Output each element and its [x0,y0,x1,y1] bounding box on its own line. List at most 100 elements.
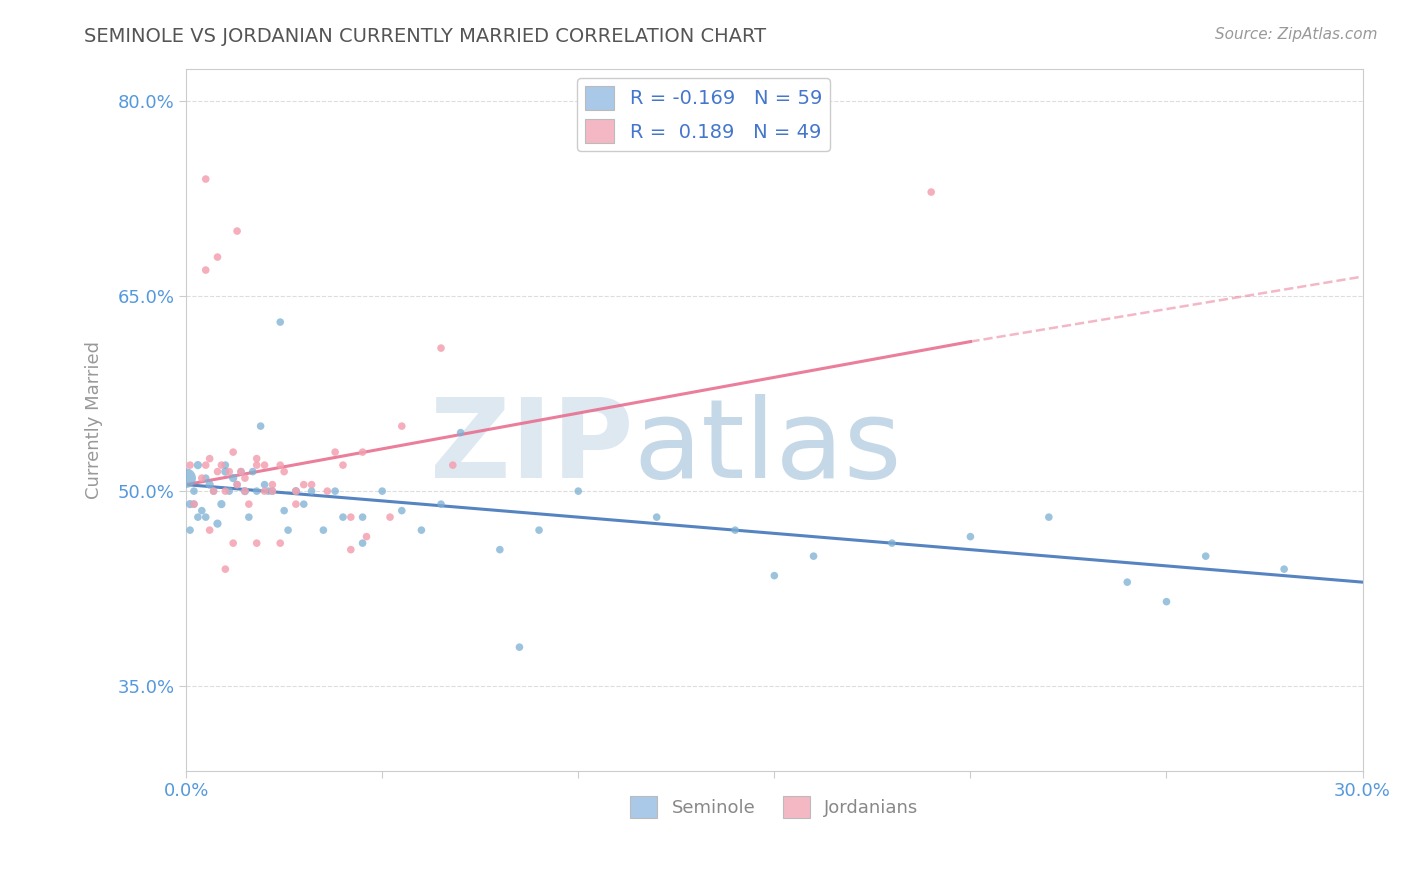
Point [340,510,363,524]
Point [194,263,217,277]
Point [226,224,249,238]
Point [352,536,374,550]
Point [332,458,354,472]
Point [233,471,256,485]
Point [527,523,550,537]
Point [269,458,291,472]
Point [187,458,209,472]
Text: atlas: atlas [633,394,901,501]
Point [214,458,236,472]
Point [352,445,374,459]
Point [1116,575,1139,590]
Point [489,542,512,557]
Point [198,451,221,466]
Point [198,523,221,537]
Point [262,484,284,499]
Point [226,477,249,491]
Point [194,172,217,186]
Point [803,549,825,563]
Point [292,497,315,511]
Point [222,536,245,550]
Point [352,510,374,524]
Point [332,510,354,524]
Point [214,562,236,576]
Point [179,523,201,537]
Point [1156,594,1178,608]
Point [450,425,472,440]
Point [249,419,271,434]
Point [246,484,269,499]
Point [312,523,335,537]
Point [209,458,232,472]
Legend: Seminole, Jordanians: Seminole, Jordanians [623,789,925,825]
Point [233,484,256,499]
Point [378,510,401,524]
Point [1272,562,1295,576]
Point [183,497,205,511]
Point [391,503,413,517]
Point [233,484,256,499]
Point [273,465,295,479]
Point [567,484,589,499]
Point [724,523,747,537]
Point [920,185,942,199]
Point [214,465,236,479]
Point [209,497,232,511]
Text: SEMINOLE VS JORDANIAN CURRENTLY MARRIED CORRELATION CHART: SEMINOLE VS JORDANIAN CURRENTLY MARRIED … [84,27,766,45]
Point [202,484,225,499]
Point [246,536,269,550]
Point [187,510,209,524]
Point [202,484,225,499]
Point [284,497,307,511]
Point [1195,549,1218,563]
Point [194,471,217,485]
Point [214,484,236,499]
Point [371,484,394,499]
Point [391,419,413,434]
Point [292,477,315,491]
Point [430,497,453,511]
Point [441,458,464,472]
Point [198,477,221,491]
Point [273,503,295,517]
Point [262,484,284,499]
Point [411,523,433,537]
Point [207,250,229,264]
Point [284,484,307,499]
Point [218,465,240,479]
Point [183,497,205,511]
Point [1038,510,1060,524]
Point [269,536,291,550]
Point [508,640,530,655]
Y-axis label: Currently Married: Currently Married [86,341,103,499]
Point [253,458,276,472]
Point [194,458,217,472]
Point [430,341,453,355]
Point [246,451,269,466]
Point [301,484,323,499]
Point [284,484,307,499]
Point [763,568,786,582]
Point [253,484,276,499]
Point [880,536,903,550]
Point [238,497,260,511]
Point [229,465,252,479]
Point [218,484,240,499]
Point [959,530,981,544]
Point [323,484,346,499]
Point [645,510,668,524]
Point [316,484,339,499]
Point [191,471,214,485]
Point [301,477,323,491]
Point [269,315,291,329]
Point [246,458,269,472]
Text: Source: ZipAtlas.com: Source: ZipAtlas.com [1215,27,1378,42]
Text: ZIP: ZIP [430,394,633,501]
Point [277,523,299,537]
Point [340,542,363,557]
Point [207,516,229,531]
Point [194,510,217,524]
Point [356,530,378,544]
Point [262,477,284,491]
Point [222,445,245,459]
